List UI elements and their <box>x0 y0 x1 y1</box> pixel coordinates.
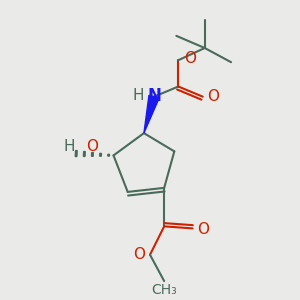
Polygon shape <box>100 153 101 156</box>
Text: O: O <box>133 247 145 262</box>
Text: CH₃: CH₃ <box>151 283 177 297</box>
Polygon shape <box>83 152 85 157</box>
Text: H: H <box>63 139 75 154</box>
Text: O: O <box>207 89 219 104</box>
Text: O: O <box>184 51 196 66</box>
Text: O: O <box>197 222 209 237</box>
Text: H: H <box>133 88 144 103</box>
Polygon shape <box>108 154 109 156</box>
Text: O: O <box>86 139 98 154</box>
Polygon shape <box>75 151 77 157</box>
Text: N: N <box>148 87 162 105</box>
Polygon shape <box>144 95 159 133</box>
Polygon shape <box>92 152 93 156</box>
